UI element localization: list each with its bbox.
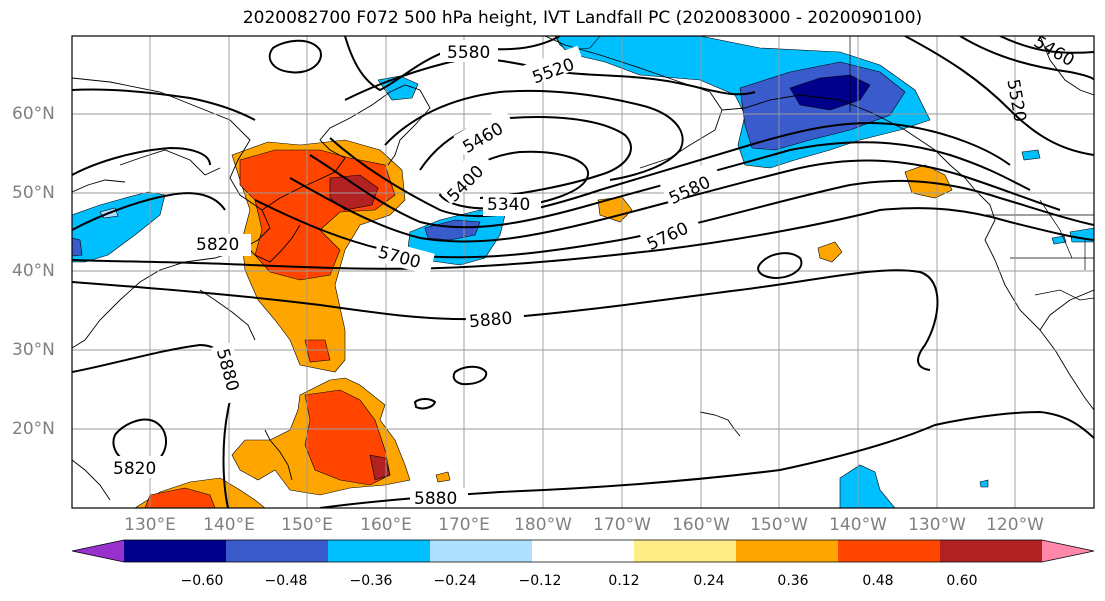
contour-label: 5820 (196, 235, 239, 255)
ivt-positive-shading (134, 139, 953, 508)
colorbar-extend-min (72, 540, 124, 562)
coastlines (72, 36, 1094, 501)
colorbar (71, 539, 1095, 563)
lat-label: 40°N (12, 261, 55, 281)
lon-label: 150°E (281, 515, 333, 535)
colorbar-segment (328, 540, 431, 562)
lon-label: 140°W (829, 515, 887, 535)
lon-label: 180°W (514, 515, 572, 535)
colorbar-segment (838, 540, 941, 562)
lon-label: 140°E (203, 515, 255, 535)
colorbar-tick-label: −0.12 (518, 573, 562, 589)
contour-label: 5580 (447, 43, 490, 63)
map-plot-area: 5580 5520 5460 5520 5460 5400 5340 5580 … (72, 36, 1094, 509)
colorbar-extend-max (1042, 540, 1094, 562)
colorbar-tick-label: 0.60 (946, 573, 978, 589)
lon-label: 150°W (750, 515, 808, 535)
colorbar-tick-label: −0.36 (349, 573, 393, 589)
lon-label: 160°W (672, 515, 730, 535)
contour-label: 5880 (414, 489, 457, 509)
colorbar-segment (430, 540, 533, 562)
contour-label: 5820 (113, 459, 156, 479)
plot-frame (71, 35, 1095, 509)
colorbar-segment (736, 540, 839, 562)
lon-label: 130°E (124, 515, 176, 535)
colorbar-segment (226, 540, 329, 562)
lon-label: 170°E (438, 515, 490, 535)
lon-label: 170°W (593, 515, 651, 535)
lon-label: 130°W (908, 515, 966, 535)
colorbar-segment (124, 540, 227, 562)
colorbar-tick-label: 0.48 (862, 573, 894, 589)
colorbar-tick-label: 0.24 (693, 573, 725, 589)
lat-label: 30°N (12, 340, 55, 360)
political-borders (849, 36, 1094, 301)
gridlines (72, 36, 1094, 508)
colorbar-tick-label: 0.12 (608, 573, 640, 589)
colorbar-outline (71, 539, 1095, 563)
colorbar-tick-label: −0.24 (433, 573, 477, 589)
colorbar-segment (532, 540, 635, 562)
contour-label: 5340 (487, 195, 530, 215)
colorbar-tick-label: 0.36 (777, 573, 809, 589)
lon-label: 160°E (360, 515, 412, 535)
colorbar-tick-label: −0.60 (180, 573, 224, 589)
contour-label: 5880 (468, 309, 513, 333)
colorbar-tick-label: −0.48 (264, 573, 308, 589)
lat-label: 60°N (12, 104, 55, 124)
lat-label: 20°N (12, 419, 55, 439)
lon-label: 120°W (986, 515, 1044, 535)
colorbar-segment (634, 540, 737, 562)
map-title: 2020082700 F072 500 hPa height, IVT Land… (242, 8, 923, 28)
colorbar-segment (940, 540, 1043, 562)
lat-label: 50°N (12, 183, 55, 203)
